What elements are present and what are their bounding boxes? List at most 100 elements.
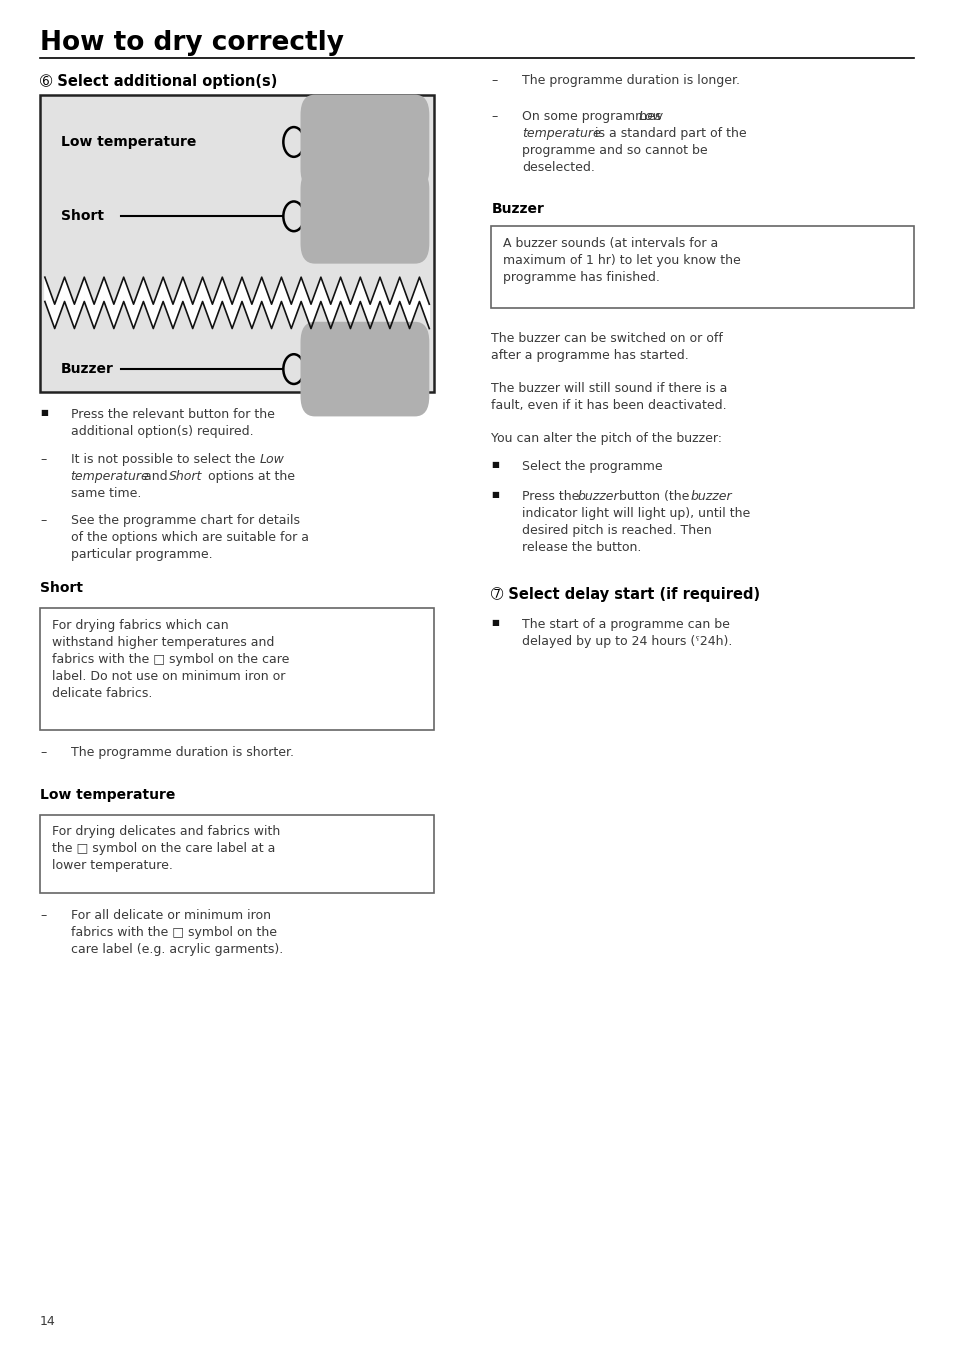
FancyBboxPatch shape <box>300 169 429 264</box>
Text: care label (e.g. acrylic garments).: care label (e.g. acrylic garments). <box>71 944 282 956</box>
FancyBboxPatch shape <box>40 95 434 392</box>
Text: buzzer: buzzer <box>690 491 732 503</box>
Text: additional option(s) required.: additional option(s) required. <box>71 425 253 438</box>
Text: The buzzer can be switched on or off: The buzzer can be switched on or off <box>491 333 722 345</box>
Text: temperature: temperature <box>71 470 150 483</box>
Text: Press the: Press the <box>521 491 582 503</box>
Text: button (the: button (the <box>615 491 693 503</box>
Polygon shape <box>252 277 261 329</box>
Text: It is not possible to select the: It is not possible to select the <box>71 453 258 466</box>
Text: The programme duration is shorter.: The programme duration is shorter. <box>71 746 294 760</box>
Polygon shape <box>242 277 252 329</box>
Polygon shape <box>163 277 172 329</box>
Polygon shape <box>340 277 350 329</box>
Polygon shape <box>370 277 379 329</box>
FancyBboxPatch shape <box>40 608 434 730</box>
Text: For all delicate or minimum iron: For all delicate or minimum iron <box>71 910 271 922</box>
Text: delicate fabrics.: delicate fabrics. <box>51 687 152 700</box>
Text: ➆ Select delay start (if required): ➆ Select delay start (if required) <box>491 588 760 603</box>
Text: indicator light will light up), until the: indicator light will light up), until th… <box>521 507 749 521</box>
Text: maximum of 1 hr) to let you know the: maximum of 1 hr) to let you know the <box>502 254 740 268</box>
Text: Low: Low <box>638 111 662 123</box>
Text: –: – <box>40 910 47 922</box>
Text: For drying fabrics which can: For drying fabrics which can <box>51 619 228 633</box>
Text: after a programme has started.: after a programme has started. <box>491 349 688 362</box>
Text: fault, even if it has been deactivated.: fault, even if it has been deactivated. <box>491 399 726 412</box>
Polygon shape <box>232 277 242 329</box>
Text: of the options which are suitable for a: of the options which are suitable for a <box>71 531 308 545</box>
Text: is a standard part of the: is a standard part of the <box>590 127 745 141</box>
Text: Low: Low <box>259 453 284 466</box>
Polygon shape <box>320 277 331 329</box>
Text: For drying delicates and fabrics with: For drying delicates and fabrics with <box>51 826 279 838</box>
Polygon shape <box>193 277 202 329</box>
Text: the □ symbol on the care label at a: the □ symbol on the care label at a <box>51 842 274 856</box>
Polygon shape <box>281 277 291 329</box>
Text: programme and so cannot be: programme and so cannot be <box>521 145 707 157</box>
Polygon shape <box>331 277 340 329</box>
Text: The start of a programme can be: The start of a programme can be <box>521 618 729 631</box>
Text: lower temperature.: lower temperature. <box>51 860 172 872</box>
Polygon shape <box>390 277 399 329</box>
Text: particular programme.: particular programme. <box>71 549 212 561</box>
Text: same time.: same time. <box>71 487 141 500</box>
Text: desired pitch is reached. Then: desired pitch is reached. Then <box>521 525 711 537</box>
Text: Buzzer: Buzzer <box>61 362 113 376</box>
Text: How to dry correctly: How to dry correctly <box>40 30 344 55</box>
Polygon shape <box>301 277 311 329</box>
Text: 14: 14 <box>40 1314 56 1328</box>
Text: delayed by up to 24 hours (ˤ24h).: delayed by up to 24 hours (ˤ24h). <box>521 635 732 648</box>
Text: release the button.: release the button. <box>521 541 640 554</box>
Text: The programme duration is longer.: The programme duration is longer. <box>521 74 740 88</box>
Polygon shape <box>399 277 409 329</box>
Text: buzzer: buzzer <box>577 491 618 503</box>
Polygon shape <box>153 277 163 329</box>
Text: label. Do not use on minimum iron or: label. Do not use on minimum iron or <box>51 671 285 683</box>
Polygon shape <box>84 277 94 329</box>
Text: ■: ■ <box>40 408 48 418</box>
Text: Low temperature: Low temperature <box>40 787 175 802</box>
Text: and: and <box>140 470 172 483</box>
Polygon shape <box>143 277 153 329</box>
Text: Press the relevant button for the: Press the relevant button for the <box>71 408 274 422</box>
Text: Buzzer: Buzzer <box>491 203 543 216</box>
Polygon shape <box>54 277 65 329</box>
Text: fabrics with the □ symbol on the care: fabrics with the □ symbol on the care <box>51 653 289 667</box>
Polygon shape <box>45 277 54 329</box>
Text: ➅ Select additional option(s): ➅ Select additional option(s) <box>40 74 277 89</box>
Text: options at the: options at the <box>204 470 294 483</box>
Polygon shape <box>311 277 320 329</box>
Text: On some programmes: On some programmes <box>521 111 664 123</box>
Text: A buzzer sounds (at intervals for a: A buzzer sounds (at intervals for a <box>502 238 718 250</box>
Polygon shape <box>419 277 429 329</box>
Polygon shape <box>183 277 193 329</box>
Polygon shape <box>113 277 124 329</box>
Text: –: – <box>491 111 497 123</box>
Text: You can alter the pitch of the buzzer:: You can alter the pitch of the buzzer: <box>491 433 721 445</box>
Polygon shape <box>261 277 272 329</box>
Text: See the programme chart for details: See the programme chart for details <box>71 515 299 527</box>
Polygon shape <box>74 277 84 329</box>
Polygon shape <box>65 277 74 329</box>
Polygon shape <box>379 277 390 329</box>
Text: Short: Short <box>169 470 202 483</box>
Text: –: – <box>40 515 47 527</box>
Polygon shape <box>350 277 360 329</box>
FancyBboxPatch shape <box>300 322 429 416</box>
Text: Low temperature: Low temperature <box>61 135 196 149</box>
FancyBboxPatch shape <box>40 815 434 894</box>
Polygon shape <box>360 277 370 329</box>
Polygon shape <box>124 277 133 329</box>
Text: –: – <box>40 453 47 466</box>
Text: ■: ■ <box>491 618 498 627</box>
Text: programme has finished.: programme has finished. <box>502 272 659 284</box>
Polygon shape <box>104 277 113 329</box>
Polygon shape <box>222 277 232 329</box>
Text: deselected.: deselected. <box>521 161 594 174</box>
Text: –: – <box>491 74 497 88</box>
Text: ■: ■ <box>491 491 498 499</box>
FancyBboxPatch shape <box>491 227 913 308</box>
FancyBboxPatch shape <box>300 95 429 189</box>
Text: –: – <box>40 746 47 760</box>
Text: temperature: temperature <box>521 127 600 141</box>
